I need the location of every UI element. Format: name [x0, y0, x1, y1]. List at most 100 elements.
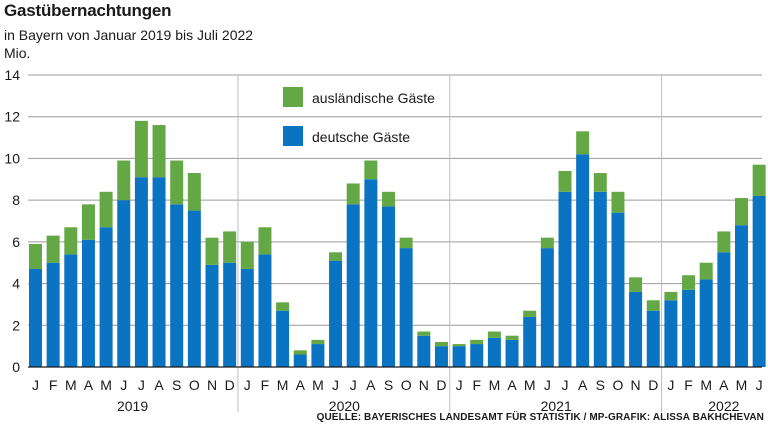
- y-tick-label: 12: [4, 109, 20, 125]
- x-tick-label: A: [507, 377, 517, 393]
- x-tick-label: J: [332, 377, 339, 393]
- chart-subtitle: in Bayern von Januar 2019 bis Juli 2022: [4, 27, 254, 43]
- x-tick-label: D: [648, 377, 658, 393]
- y-tick-label: 8: [12, 192, 20, 208]
- x-tick-label: J: [456, 377, 463, 393]
- bar-auslaendische: [717, 231, 731, 253]
- bar-auslaendische: [629, 277, 643, 292]
- x-tick-label: O: [613, 377, 624, 393]
- bar-auslaendische: [752, 164, 766, 196]
- bar-deutsche: [46, 262, 60, 367]
- year-label: 2022: [708, 398, 739, 414]
- bar-auslaendische: [99, 191, 113, 228]
- x-tick-label: M: [100, 377, 112, 393]
- bar-deutsche: [417, 335, 431, 367]
- x-tick-label: F: [261, 377, 270, 393]
- bar-auslaendische: [523, 310, 537, 317]
- bar-auslaendische: [81, 204, 95, 240]
- x-tick-label: N: [207, 377, 217, 393]
- bar-auslaendische: [735, 198, 748, 226]
- bar-deutsche: [523, 316, 537, 367]
- legend-swatch-auslaendische: [283, 87, 303, 107]
- x-tick-label: M: [700, 377, 712, 393]
- bar-auslaendische: [240, 241, 254, 269]
- x-tick-label: F: [684, 377, 693, 393]
- bar-auslaendische: [134, 120, 148, 178]
- x-tick-label: J: [244, 377, 251, 393]
- bar-auslaendische: [699, 262, 713, 280]
- bar-deutsche: [364, 179, 378, 367]
- bar-deutsche: [134, 177, 148, 367]
- x-tick-label: J: [350, 377, 357, 393]
- bar-deutsche: [699, 279, 713, 367]
- chart-title: Gastübernachtungen: [4, 1, 172, 20]
- x-tick-label: F: [472, 377, 481, 393]
- bar-auslaendische: [346, 183, 360, 205]
- bar-auslaendische: [540, 237, 554, 249]
- bar-auslaendische: [187, 173, 201, 211]
- x-tick-label: O: [401, 377, 412, 393]
- bar-deutsche: [664, 300, 678, 367]
- bar-auslaendische: [29, 243, 42, 269]
- x-tick-label: J: [138, 377, 145, 393]
- x-tick-label: A: [84, 377, 94, 393]
- bar-deutsche: [558, 191, 572, 367]
- bar-deutsche: [487, 337, 501, 367]
- x-tick-label: N: [419, 377, 429, 393]
- bar-deutsche: [646, 310, 660, 367]
- bar-deutsche: [752, 195, 766, 367]
- x-tick-label: A: [719, 377, 729, 393]
- bar-deutsche: [452, 346, 466, 367]
- bar-auslaendische: [576, 131, 590, 155]
- year-label: 2019: [117, 398, 148, 414]
- bar-deutsche: [505, 339, 519, 367]
- bar-auslaendische: [470, 339, 484, 345]
- bar-auslaendische: [293, 350, 307, 355]
- bar-auslaendische: [452, 344, 466, 347]
- bar-deutsche: [170, 204, 184, 367]
- bar-auslaendische: [223, 231, 237, 263]
- bar-auslaendische: [611, 191, 625, 213]
- bar-auslaendische: [258, 227, 272, 255]
- bar-deutsche: [329, 260, 343, 367]
- x-tick-label: S: [384, 377, 393, 393]
- bar-auslaendische: [329, 252, 343, 261]
- bar-deutsche: [382, 206, 395, 367]
- bar-deutsche: [258, 254, 272, 367]
- year-label: 2020: [329, 398, 360, 414]
- bar-auslaendische: [152, 125, 166, 178]
- y-tick-label: 4: [12, 276, 20, 292]
- bar-deutsche: [717, 252, 731, 367]
- bar-deutsche: [611, 212, 625, 367]
- bar-auslaendische: [364, 160, 378, 180]
- source-credit: QUELLE: BAYERISCHES LANDESAMT FÜR STATIS…: [316, 412, 764, 423]
- bar-deutsche: [576, 154, 590, 367]
- legend-label-auslaendische: ausländische Gäste: [312, 90, 435, 106]
- bar-deutsche: [187, 210, 201, 367]
- bar-deutsche: [593, 191, 607, 367]
- y-tick-label: 14: [4, 67, 20, 83]
- x-tick-label: A: [296, 377, 306, 393]
- bar-deutsche: [293, 354, 307, 367]
- x-tick-label: A: [154, 377, 164, 393]
- y-tick-label: 2: [12, 317, 20, 333]
- x-tick-label: M: [524, 377, 536, 393]
- bar-deutsche: [117, 200, 131, 367]
- bar-deutsche: [223, 262, 237, 367]
- x-tick-label: N: [631, 377, 641, 393]
- x-tick-label: S: [596, 377, 605, 393]
- bar-deutsche: [152, 177, 166, 367]
- bar-auslaendische: [487, 331, 501, 338]
- bar-deutsche: [276, 310, 290, 367]
- bar-auslaendische: [593, 173, 607, 192]
- x-tick-label: J: [32, 377, 39, 393]
- x-tick-label: F: [49, 377, 58, 393]
- bar-deutsche: [81, 239, 95, 367]
- x-tick-label: M: [312, 377, 324, 393]
- bar-auslaendische: [558, 170, 572, 192]
- bar-deutsche: [434, 346, 448, 367]
- x-tick-label: D: [436, 377, 446, 393]
- bar-deutsche: [346, 204, 360, 367]
- x-tick-label: M: [65, 377, 77, 393]
